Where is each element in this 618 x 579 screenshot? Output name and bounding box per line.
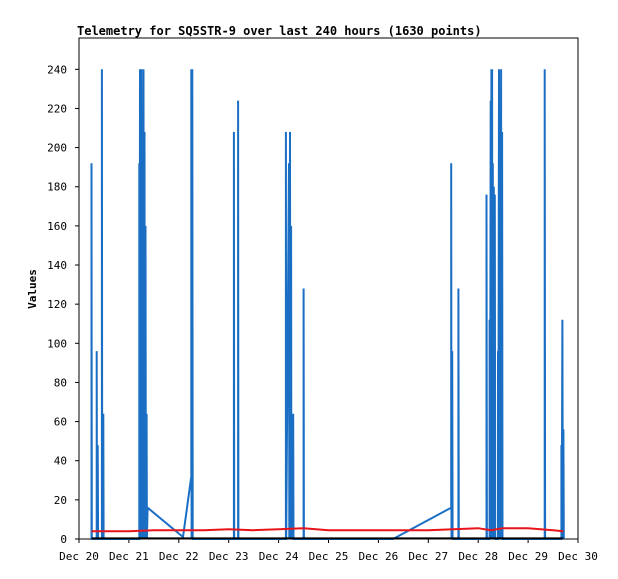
y-tick-label: 0 (60, 533, 67, 546)
y-tick-label: 120 (47, 298, 67, 311)
y-tick-label: 80 (54, 376, 67, 389)
y-tick-label: 160 (47, 220, 67, 233)
y-tick-label: 180 (47, 181, 67, 194)
x-tick-label: Dec 23 (209, 550, 249, 563)
x-tick-label: Dec 28 (458, 550, 498, 563)
x-tick-label: Dec 20 (59, 550, 99, 563)
x-tick-label: Dec 29 (508, 550, 548, 563)
y-tick-label: 20 (54, 494, 67, 507)
plot-area: 0 20 40 60 80 100 120 140 160 180 200 220 240 Dec 20 D… (47, 37, 598, 563)
series-line-1 (90, 69, 565, 540)
y-tick-label: 200 (47, 142, 67, 155)
x-tick-label: Dec 21 (109, 550, 149, 563)
x-tick-label: Dec 24 (259, 550, 299, 563)
y-tick-label: 40 (54, 455, 67, 468)
y-axis-label: Values (26, 269, 39, 309)
x-tick-label: Dec 22 (159, 550, 199, 563)
y-tick-label: 220 (47, 102, 67, 115)
y-tick-label: 240 (47, 63, 67, 76)
x-tick-label: Dec 30 (558, 550, 598, 563)
chart-title: Telemetry for SQ5STR-9 over last 240 hou… (77, 24, 482, 38)
series-line-2 (91, 527, 564, 533)
x-tick-label: Dec 26 (359, 550, 399, 563)
x-tick-label: Dec 25 (309, 550, 349, 563)
y-tick-label: 60 (54, 416, 67, 429)
y-tick-label: 100 (47, 337, 67, 350)
y-tick-label: 140 (47, 259, 67, 272)
x-tick-label: Dec 27 (408, 550, 448, 563)
